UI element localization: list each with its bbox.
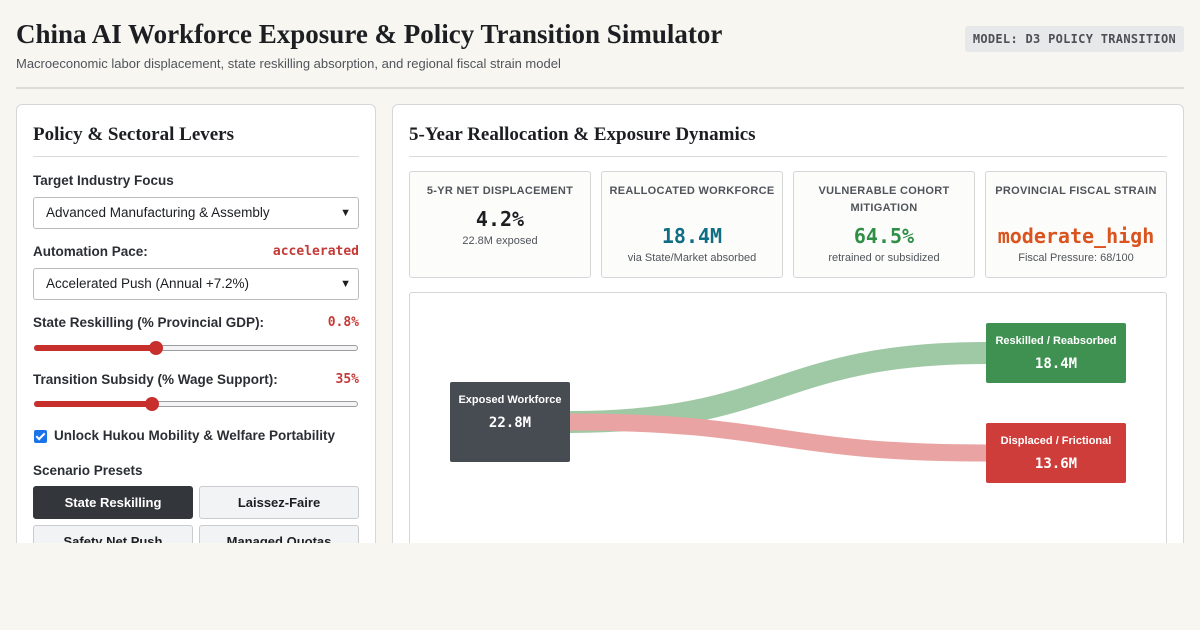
card-label: VULNERABLE COHORT MITIGATION: [818, 185, 950, 214]
card-note: Fiscal Pressure: 68/100: [1018, 252, 1134, 264]
node-value: 18.4M: [1034, 356, 1078, 372]
preset-state-reskilling-button[interactable]: State Reskilling: [33, 486, 193, 519]
policy-levers-panel: Policy & Sectoral Levers Target Industry…: [16, 104, 376, 543]
card-value: 18.4M: [661, 224, 723, 248]
card-value: 4.2%: [475, 207, 525, 231]
slider-fill: [34, 345, 156, 351]
reskilling-slider[interactable]: [34, 339, 358, 355]
automation-select[interactable]: Accelerated Push (Annual +7.2%) ▼: [33, 268, 359, 300]
metric-card-cohort-mitigation: VULNERABLE COHORT MITIGATION 64.5% retra…: [793, 171, 975, 278]
hukou-checkbox[interactable]: [34, 430, 47, 443]
chevron-down-icon: ▼: [340, 207, 351, 219]
card-note: retrained or subsidized: [828, 252, 940, 264]
sankey-flows: [569, 342, 987, 462]
flow-reskilled: [569, 342, 987, 433]
card-label: 5-YR NET DISPLACEMENT: [426, 185, 574, 197]
slider-fill: [34, 401, 153, 407]
slider-thumb[interactable]: [145, 397, 160, 411]
levers-panel-title: Policy & Sectoral Levers: [33, 124, 235, 145]
card-value: moderate_high: [997, 224, 1155, 248]
reskilling-value: 0.8%: [327, 315, 359, 330]
subsidy-label: Transition Subsidy (% Wage Support):: [33, 372, 278, 387]
automation-value: accelerated: [272, 244, 359, 259]
reskilling-label: State Reskilling (% Provincial GDP):: [33, 315, 265, 330]
dynamics-panel-title: 5-Year Reallocation & Exposure Dynamics: [409, 124, 756, 145]
metric-card-reallocated-workforce: REALLOCATED WORKFORCE 18.4M via State/Ma…: [601, 171, 783, 278]
preset-safety-net-push-button[interactable]: Safety Net Push: [33, 525, 193, 543]
node-label: Reskilled / Reabsorbed: [995, 335, 1117, 347]
chevron-down-icon: ▼: [340, 278, 351, 290]
industry-label: Target Industry Focus: [33, 173, 174, 188]
card-note: via State/Market absorbed: [627, 252, 757, 264]
page-header: China AI Workforce Exposure & Policy Tra…: [16, 0, 1184, 89]
page-title: China AI Workforce Exposure & Policy Tra…: [16, 19, 723, 49]
industry-select[interactable]: Advanced Manufacturing & Assembly ▼: [33, 197, 359, 229]
node-label: Exposed Workforce: [458, 394, 562, 406]
subsidy-value: 35%: [335, 372, 359, 387]
card-value: 64.5%: [853, 224, 915, 248]
hukou-checkbox-label[interactable]: Unlock Hukou Mobility & Welfare Portabil…: [54, 428, 336, 443]
node-value: 22.8M: [488, 415, 532, 431]
page-subtitle: Macroeconomic labor displacement, state …: [16, 56, 561, 71]
node-displaced-frictional: Displaced / Frictional 13.6M: [986, 423, 1126, 483]
node-label: Displaced / Frictional: [1000, 435, 1112, 447]
slider-thumb[interactable]: [148, 341, 163, 355]
automation-label: Automation Pace:: [33, 244, 148, 259]
industry-select-value: Advanced Manufacturing & Assembly: [46, 205, 270, 220]
model-badge: MODEL: D3 POLICY TRANSITION: [964, 26, 1184, 52]
node-value: 13.6M: [1034, 456, 1078, 472]
presets-label: Scenario Presets: [33, 463, 143, 478]
node-reskilled-reabsorbed: Reskilled / Reabsorbed 18.4M: [986, 323, 1126, 383]
automation-select-value: Accelerated Push (Annual +7.2%): [46, 276, 249, 291]
preset-managed-quotas-button[interactable]: Managed Quotas: [199, 525, 359, 543]
node-exposed-workforce: Exposed Workforce 22.8M: [450, 382, 570, 462]
metric-card-fiscal-strain: PROVINCIAL FISCAL STRAIN moderate_high F…: [985, 171, 1167, 278]
dynamics-panel: 5-Year Reallocation & Exposure Dynamics …: [392, 104, 1184, 543]
card-label: REALLOCATED WORKFORCE: [609, 185, 775, 197]
levers-divider: [33, 156, 359, 157]
dynamics-divider: [409, 156, 1167, 157]
card-label: PROVINCIAL FISCAL STRAIN: [995, 185, 1157, 197]
preset-laissez-faire-button[interactable]: Laissez-Faire: [199, 486, 359, 519]
metric-card-net-displacement: 5-YR NET DISPLACEMENT 4.2% 22.8M exposed: [409, 171, 591, 278]
sankey-diagram: Exposed Workforce 22.8M Reskilled / Reab…: [409, 292, 1167, 543]
card-note: 22.8M exposed: [462, 235, 538, 247]
subsidy-slider[interactable]: [34, 395, 358, 411]
flow-displaced: [569, 413, 987, 462]
